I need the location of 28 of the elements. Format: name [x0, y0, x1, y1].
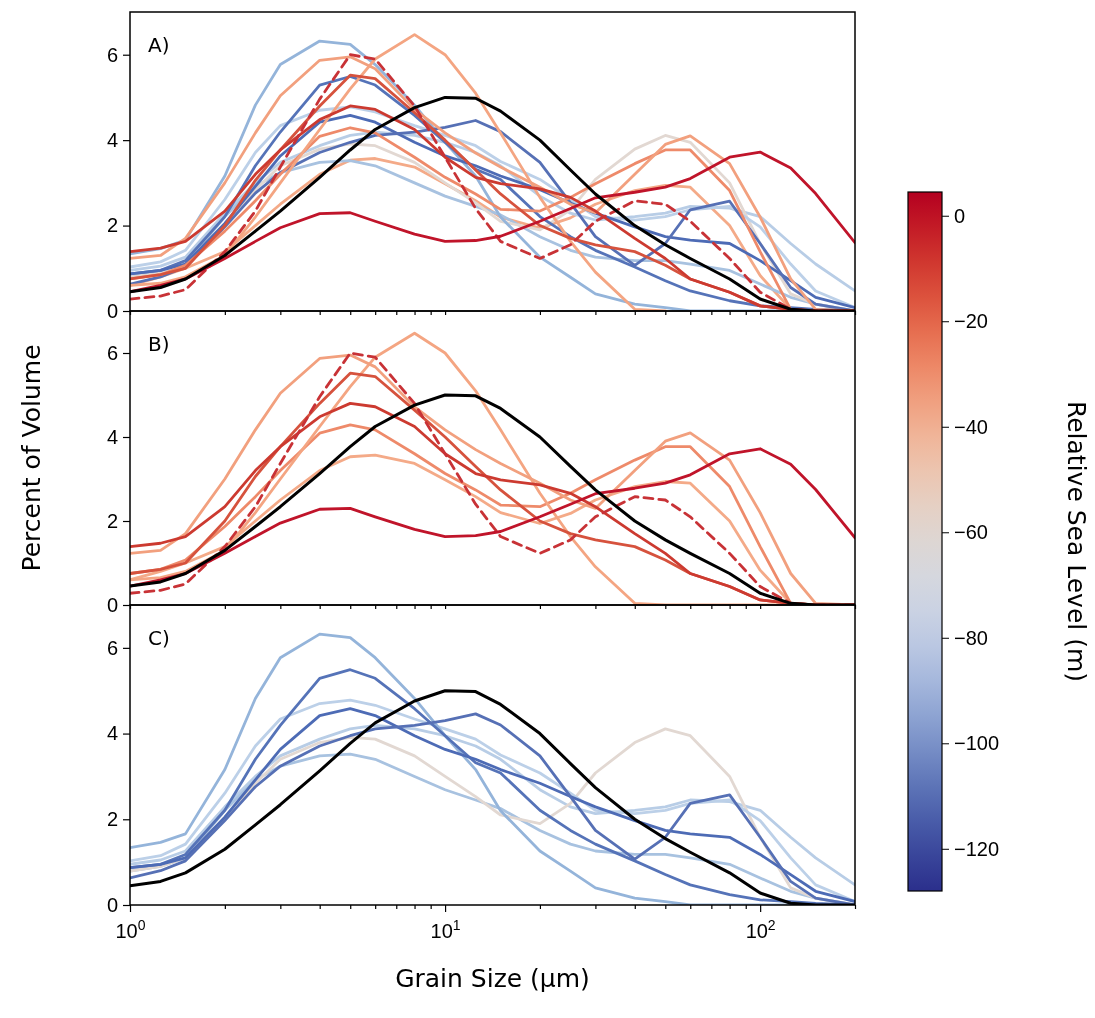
color-bar-label: −40	[954, 415, 988, 438]
y-axis-title: Percent of Volume	[17, 344, 46, 572]
y-tick-label: 4	[106, 722, 118, 745]
color-bar-title: Relative Sea Level (m)	[1062, 400, 1091, 683]
color-bar-label: 0	[954, 204, 966, 227]
x-axis-title: Grain Size (μm)	[395, 964, 590, 993]
annotation: B)	[148, 332, 170, 356]
y-tick-label: 6	[106, 636, 118, 659]
x-tick-label: 10$^{2}$	[745, 917, 776, 942]
y-tick-label: 6	[106, 43, 118, 66]
y-tick-label: 2	[106, 808, 118, 831]
x-tick-label: 10$^{1}$	[430, 917, 461, 942]
color-bar-label: −60	[954, 521, 988, 544]
y-tick-label: 2	[106, 509, 118, 532]
color-bar-label: −20	[954, 310, 988, 333]
annotation: A)	[148, 33, 170, 57]
y-tick-label: 4	[106, 425, 118, 448]
y-tick-label: 0	[106, 893, 118, 916]
y-tick-label: 4	[106, 129, 118, 152]
y-tick-label: 0	[106, 299, 118, 322]
color-bar-label: −100	[954, 732, 1000, 755]
y-tick-label: 2	[106, 214, 118, 237]
y-tick-label: 6	[106, 341, 118, 364]
y-tick-label: 0	[106, 593, 118, 616]
x-tick-label: 10$^{0}$	[115, 917, 146, 942]
color-bar-label: −120	[954, 837, 1000, 860]
color-bar-label: −80	[954, 626, 988, 649]
annotation: C)	[148, 626, 170, 650]
